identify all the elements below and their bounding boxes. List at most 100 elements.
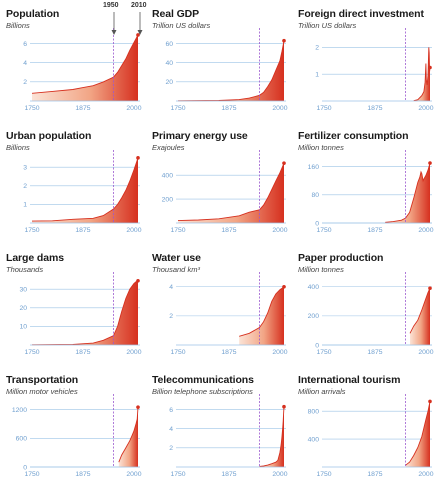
x-tick-label: 1875 — [221, 105, 236, 112]
data-area — [239, 286, 284, 345]
y-tick-label: 400 — [308, 284, 320, 291]
data-point-endpoint — [136, 278, 140, 283]
chart-panel-primary-energy-use: Primary energy use Exajoules 200 400 1750 187… — [146, 122, 291, 244]
y-tick-label: 200 — [308, 313, 320, 320]
x-tick-label: 2000 — [418, 349, 433, 356]
y-tick-label: 2 — [169, 313, 173, 320]
y-tick-label: 80 — [311, 192, 319, 199]
x-tick-label: 1750 — [316, 105, 331, 112]
y-tick-label: 400 — [308, 436, 320, 443]
chart-unit-label: Billion telephone subscriptions — [152, 387, 253, 396]
chart-panel-transportation: Transportation Million motor vehicles 0 600… — [0, 366, 145, 488]
data-point-endpoint — [282, 284, 286, 289]
x-tick-label: 1875 — [221, 349, 236, 356]
chart-title: Primary energy use — [152, 130, 248, 142]
y-tick-label: 2 — [23, 183, 27, 190]
x-tick-label: 1750 — [170, 349, 185, 356]
y-tick-label: 3 — [23, 164, 27, 171]
x-tick-label: 1750 — [316, 227, 331, 234]
chart-svg: 0 80 160 1750 1875 2000 — [308, 150, 434, 234]
chart-title: Foreign direct investment — [298, 8, 424, 20]
y-tick-label: 1 — [315, 72, 319, 79]
chart-panel-telecommunications: Telecommunications Billion telephone subs… — [146, 366, 291, 488]
y-tick-label: 2 — [23, 79, 27, 86]
chart-unit-label: Trillion US dollars — [152, 21, 211, 30]
x-tick-label: 2000 — [126, 227, 141, 234]
x-tick-label: 1750 — [170, 227, 185, 234]
chart-svg: 20 40 60 1750 1875 2000 — [165, 28, 288, 112]
y-tick-label: 4 — [169, 426, 173, 433]
chart-unit-label: Trillion US dollars — [298, 21, 357, 30]
x-tick-label: 2000 — [272, 227, 287, 234]
y-tick-label: 20 — [19, 305, 27, 312]
chart-svg: 200 400 1750 1875 2000 — [162, 150, 288, 234]
chart-panel-international-tourism: International tourism Million arrivals 400… — [292, 366, 437, 488]
x-tick-label: 1750 — [316, 349, 331, 356]
y-tick-label: 30 — [19, 286, 27, 293]
data-point-endpoint — [136, 405, 140, 409]
x-tick-label: 1750 — [24, 227, 39, 234]
chart-unit-label: Million tonnes — [298, 143, 344, 152]
x-tick-label: 2000 — [272, 105, 287, 112]
chart-unit-label: Thousands — [6, 265, 44, 274]
data-area — [32, 280, 138, 345]
y-tick-label: 4 — [23, 60, 27, 67]
y-tick-label: 1200 — [12, 407, 27, 414]
chart-unit-label: Million arrivals — [298, 387, 346, 396]
y-tick-label: 200 — [162, 196, 174, 203]
chart-title: Urban population — [6, 130, 92, 142]
data-area — [385, 163, 430, 223]
chart-panel-real-gdp: Real GDP Trillion US dollars 20 40 60 1750 187… — [146, 0, 291, 122]
data-point-endpoint — [136, 33, 140, 37]
data-line — [177, 163, 285, 222]
x-tick-label: 2000 — [126, 105, 141, 112]
data-area — [32, 157, 138, 223]
data-line — [177, 40, 285, 102]
data-point-endpoint — [428, 65, 432, 70]
data-area — [413, 47, 430, 101]
x-tick-label: 1875 — [221, 471, 236, 478]
chart-title: Population — [6, 8, 60, 20]
data-line — [259, 406, 285, 467]
y-tick-label: 600 — [16, 436, 28, 443]
y-tick-label: 2 — [169, 445, 173, 452]
x-tick-label: 1875 — [75, 471, 90, 478]
y-tick-label: 0 — [315, 342, 319, 349]
x-tick-label: 1875 — [221, 227, 236, 234]
y-tick-label: 800 — [308, 408, 320, 415]
data-line — [413, 47, 431, 102]
data-line — [31, 280, 139, 346]
data-point-endpoint — [282, 161, 286, 165]
x-tick-label: 1875 — [75, 105, 90, 112]
chart-panel-urban-population: Urban population Billions 1 2 3 1750 1875 2000 — [0, 122, 145, 244]
x-tick-label: 2000 — [126, 471, 141, 478]
chart-title: Large dams — [6, 252, 64, 264]
data-area — [32, 35, 138, 101]
chart-unit-label: Billions — [6, 21, 30, 30]
x-tick-label: 2000 — [126, 349, 141, 356]
y-tick-label: 10 — [19, 324, 27, 331]
chart-panel-fertilizer-consumption: Fertilizer consumption Million tonnes 0 80 1… — [292, 122, 437, 244]
data-area — [178, 40, 284, 101]
data-area — [118, 407, 138, 467]
y-tick-label: 0 — [315, 220, 319, 227]
data-point-endpoint — [428, 399, 432, 404]
x-tick-label: 2000 — [272, 471, 287, 478]
chart-panel-water-use: Water use Thousand km³ 2 4 1750 1875 2000 — [146, 244, 291, 366]
chart-unit-label: Thousand km³ — [152, 265, 200, 274]
y-tick-label: 6 — [23, 41, 27, 48]
x-tick-label: 2000 — [418, 471, 433, 478]
x-tick-label: 1750 — [24, 105, 39, 112]
x-tick-label: 1750 — [170, 105, 185, 112]
x-tick-label: 1875 — [367, 227, 382, 234]
data-area — [410, 288, 430, 345]
y-tick-label: 160 — [308, 164, 320, 171]
x-tick-label: 1875 — [75, 227, 90, 234]
x-tick-label: 1750 — [24, 349, 39, 356]
data-area — [259, 406, 284, 467]
x-tick-label: 1875 — [367, 105, 382, 112]
x-tick-label: 2000 — [272, 349, 287, 356]
chart-svg: 400 800 1750 1875 2000 — [308, 394, 434, 478]
x-tick-label: 1750 — [316, 471, 331, 478]
